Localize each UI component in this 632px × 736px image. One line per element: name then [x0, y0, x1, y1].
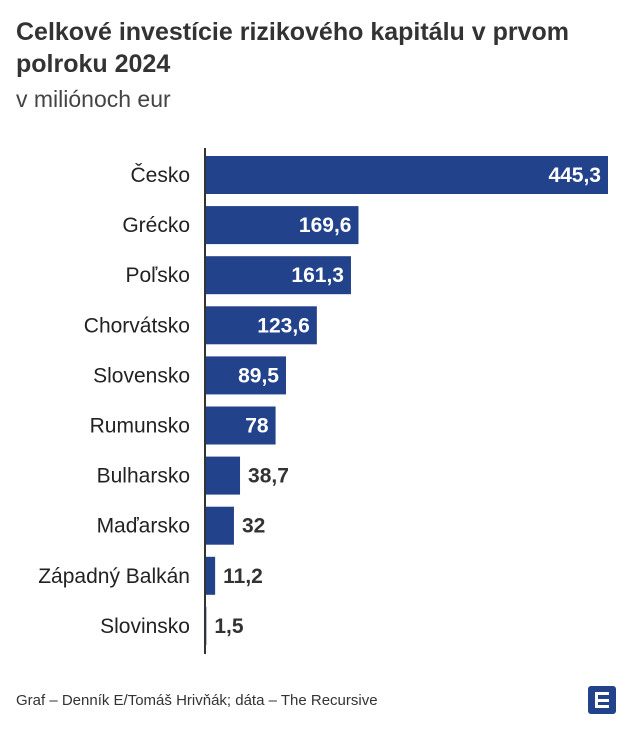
bar-7[interactable]: [205, 506, 234, 545]
category-label: Slovensko: [93, 364, 190, 387]
chart-subtitle: v miliónoch eur: [16, 86, 171, 112]
value-label: 89,5: [238, 364, 279, 387]
bar-6[interactable]: [205, 456, 241, 495]
value-label: 1,5: [214, 615, 244, 638]
value-label: 169,6: [299, 214, 352, 237]
bar-2[interactable]: [205, 256, 351, 295]
category-label: Slovinsko: [100, 615, 190, 638]
category-label: Poľsko: [126, 264, 191, 287]
category-label: Česko: [130, 164, 190, 187]
category-label: Západný Balkán: [38, 565, 190, 588]
category-label: Bulharsko: [97, 465, 190, 488]
denník-e-logo[interactable]: [588, 686, 616, 714]
category-label: Grécko: [122, 214, 190, 237]
bar-1[interactable]: [205, 206, 359, 245]
value-label: 38,7: [248, 465, 289, 488]
bar-4[interactable]: [205, 356, 286, 395]
value-label: 32: [242, 515, 265, 538]
bar-5[interactable]: [205, 406, 276, 445]
category-label: Chorvátsko: [84, 314, 190, 337]
value-label: 161,3: [291, 264, 344, 287]
chart-title: Celkové investície rizikového kapitálu v…: [16, 18, 569, 78]
bar-3[interactable]: [205, 306, 317, 345]
value-label: 445,3: [548, 164, 601, 187]
category-label: Rumunsko: [90, 415, 190, 438]
bar-8[interactable]: [205, 556, 216, 595]
bar-chart: Česko 445,3 Grécko 169,6 Poľsko 161,3 Chorváts…: [38, 148, 608, 654]
source-note: Graf – Denník E/Tomáš Hrivňák; dáta – Th…: [16, 692, 378, 709]
value-label: 11,2: [223, 565, 263, 588]
value-label: 123,6: [257, 314, 310, 337]
bar-0[interactable]: [205, 156, 608, 194]
value-label: 78: [245, 415, 269, 438]
category-label: Maďarsko: [97, 515, 190, 538]
